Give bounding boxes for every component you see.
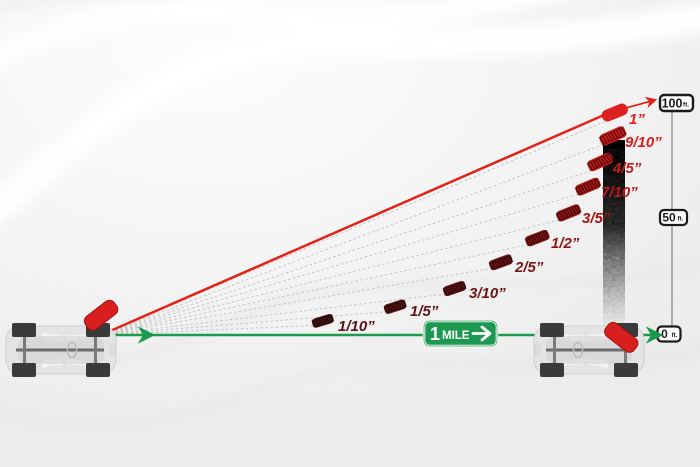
- svg-text:3/10”: 3/10”: [469, 285, 506, 302]
- svg-text:1: 1: [430, 324, 440, 344]
- svg-text:0: 0: [661, 327, 668, 341]
- svg-text:100: 100: [662, 97, 683, 111]
- svg-text:ft.: ft.: [683, 102, 689, 109]
- svg-text:MILE: MILE: [442, 330, 470, 342]
- svg-text:1/10”: 1/10”: [338, 318, 375, 335]
- svg-text:9/10”: 9/10”: [625, 134, 662, 151]
- svg-text:3/5”: 3/5”: [582, 210, 611, 227]
- svg-text:ft.: ft.: [678, 216, 684, 223]
- svg-text:1/5”: 1/5”: [410, 303, 439, 320]
- svg-text:4/5”: 4/5”: [612, 160, 642, 177]
- svg-text:ft.: ft.: [672, 332, 678, 339]
- svg-text:7/10”: 7/10”: [601, 184, 638, 201]
- svg-text:1”: 1”: [629, 111, 645, 128]
- svg-text:1/2”: 1/2”: [551, 235, 580, 252]
- svg-text:50: 50: [662, 211, 676, 225]
- svg-text:2/5”: 2/5”: [514, 259, 544, 276]
